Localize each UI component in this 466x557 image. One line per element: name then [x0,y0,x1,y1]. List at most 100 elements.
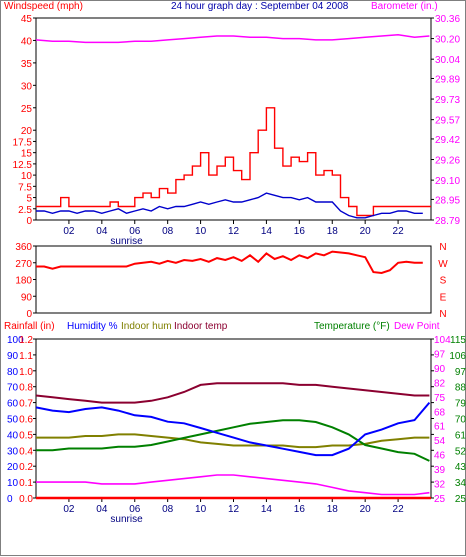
barometer-tick-label: 30.36 [435,14,460,25]
x-tick-label: 16 [294,504,306,515]
direction-compass-label: N [439,242,446,253]
sunrise-label: sunrise [110,236,143,247]
rainfall-tick-label: 0.1 [19,478,33,489]
x-tick-label: 14 [261,504,273,515]
temperature-tick-label: 88 [455,383,466,394]
graph-title: 24 hour graph day : September 04 2008 [171,1,349,12]
x-tick-label: 04 [96,226,108,237]
direction-compass-label: N [439,309,446,320]
direction-tick-label: 360 [15,242,32,253]
temperature-tick-label: 25 [455,494,466,505]
barometer-tick-label: 29.89 [435,74,460,85]
x-tick-label: 22 [393,226,405,237]
humidity-tick-label: 100 [7,335,24,346]
humidity-tick-label: 90 [7,351,19,362]
wind-panel: 02.557.51012.51517.520253035404528.7928.… [13,14,461,247]
temperature-tick-label: 115 [450,335,466,346]
humidity-tick-label: 30 [7,446,19,457]
windspeed-tick-label: 0 [26,216,32,227]
barometer-tick-label: 29.26 [435,156,460,167]
windspeed-tick-label: 15 [21,149,33,160]
windspeed-tick-label: 5 [26,194,32,205]
x-tick-label: 08 [162,226,174,237]
humidity-tick-label: 40 [7,430,19,441]
rainfall-tick-label: 0.6 [19,415,33,426]
windspeed-tick-label: 10 [21,171,33,182]
dew-point-tick-label: 46 [434,451,446,462]
temperature-axis-title: Temperature (°F) [314,321,390,332]
indoor-temp-series-line [35,382,430,404]
direction-compass-label: W [438,259,448,270]
x-tick-label: 16 [294,226,306,237]
windspeed-tick-label: 17.5 [13,137,33,148]
x-tick-label: 06 [129,504,141,515]
x-tick-label: 02 [63,226,75,237]
x-tick-label: 04 [96,504,108,515]
rainfall-axis-title: Rainfall (in) [4,321,55,332]
x-tick-label: 18 [327,226,339,237]
direction-compass-label: E [440,292,447,303]
x-tick-label: 20 [360,504,372,515]
rainfall-tick-label: 0.8 [19,383,33,394]
dew-point-tick-label: 32 [434,480,446,491]
dew-point-series-line [36,474,430,496]
x-tick-label: 12 [228,226,240,237]
x-tick-label: 06 [129,226,141,237]
temperature-tick-label: 70 [455,415,466,426]
direction-tick-label: 180 [15,276,32,287]
wind-plot-frame [35,17,432,221]
temperature-tick-label: 97 [455,367,466,378]
humidity-tick-label: 70 [7,383,19,394]
temperature-series-line [36,419,430,462]
rainfall-tick-label: 1.2 [19,335,33,346]
temperature-tick-label: 43 [455,462,466,473]
humidity-tick-label: 60 [7,399,19,410]
rainfall-tick-label: 1.0 [19,367,33,378]
direction-tick-label: 0 [26,309,32,320]
wind-direction-plot-frame [35,245,432,314]
x-tick-label: 12 [228,504,240,515]
temperature-tick-label: 34 [455,478,466,489]
windspeed-tick-label: 45 [21,14,33,25]
barometer-tick-label: 28.79 [435,216,460,227]
temperature-tick-label: 106 [449,351,466,362]
dew-point-tick-label: 68 [434,407,446,418]
dew-point-axis-title: Dew Point [394,321,440,332]
barometer-tick-label: 30.20 [435,35,460,46]
dew-point-tick-label: 54 [434,436,446,447]
humidity-tick-label: 20 [7,462,19,473]
indoor-temp-title: Indoor temp [174,321,228,332]
windspeed-tick-label: 35 [21,59,33,70]
dew-point-tick-label: 39 [434,465,446,476]
direction-tick-label: 270 [15,259,32,270]
barometer-tick-label: 29.10 [435,176,460,187]
windspeed-tick-label: 40 [21,36,33,47]
windspeed-tick-label: 7.5 [18,182,32,193]
rainfall-tick-label: 0.2 [19,462,33,473]
dew-point-tick-label: 97 [434,349,446,360]
dew-point-tick-label: 82 [434,378,446,389]
temperature-tick-label: 79 [455,399,466,410]
direction-tick-label: 90 [21,292,33,303]
wind-direction-series-line [36,250,423,275]
windspeed-tick-label: 30 [21,81,33,92]
windspeed-tick-label: 12.5 [13,160,33,171]
barometer-tick-label: 28.95 [435,195,460,206]
rainfall-tick-label: 1.1 [19,351,33,362]
direction-compass-label: S [440,276,447,287]
barometer-tick-label: 29.57 [435,116,460,127]
temperature-humidity-panel: 0 0.010 0.120 0.230 0.440 0.550 0.660 0.770 0.88… [7,335,466,525]
sunrise-label: sunrise [110,514,143,525]
dew-point-tick-label: 25 [434,494,446,505]
x-tick-label: 22 [393,504,405,515]
barometer-tick-label: 29.42 [435,135,460,146]
x-tick-label: 20 [360,226,372,237]
humidity-tick-label: 50 [7,415,19,426]
x-tick-label: 02 [63,504,75,515]
humidity-tick-label: 10 [7,478,19,489]
windspeed-tick-label: 2.5 [18,205,32,216]
x-tick-label: 10 [195,226,207,237]
avg-windspeed-series-line [36,192,423,219]
